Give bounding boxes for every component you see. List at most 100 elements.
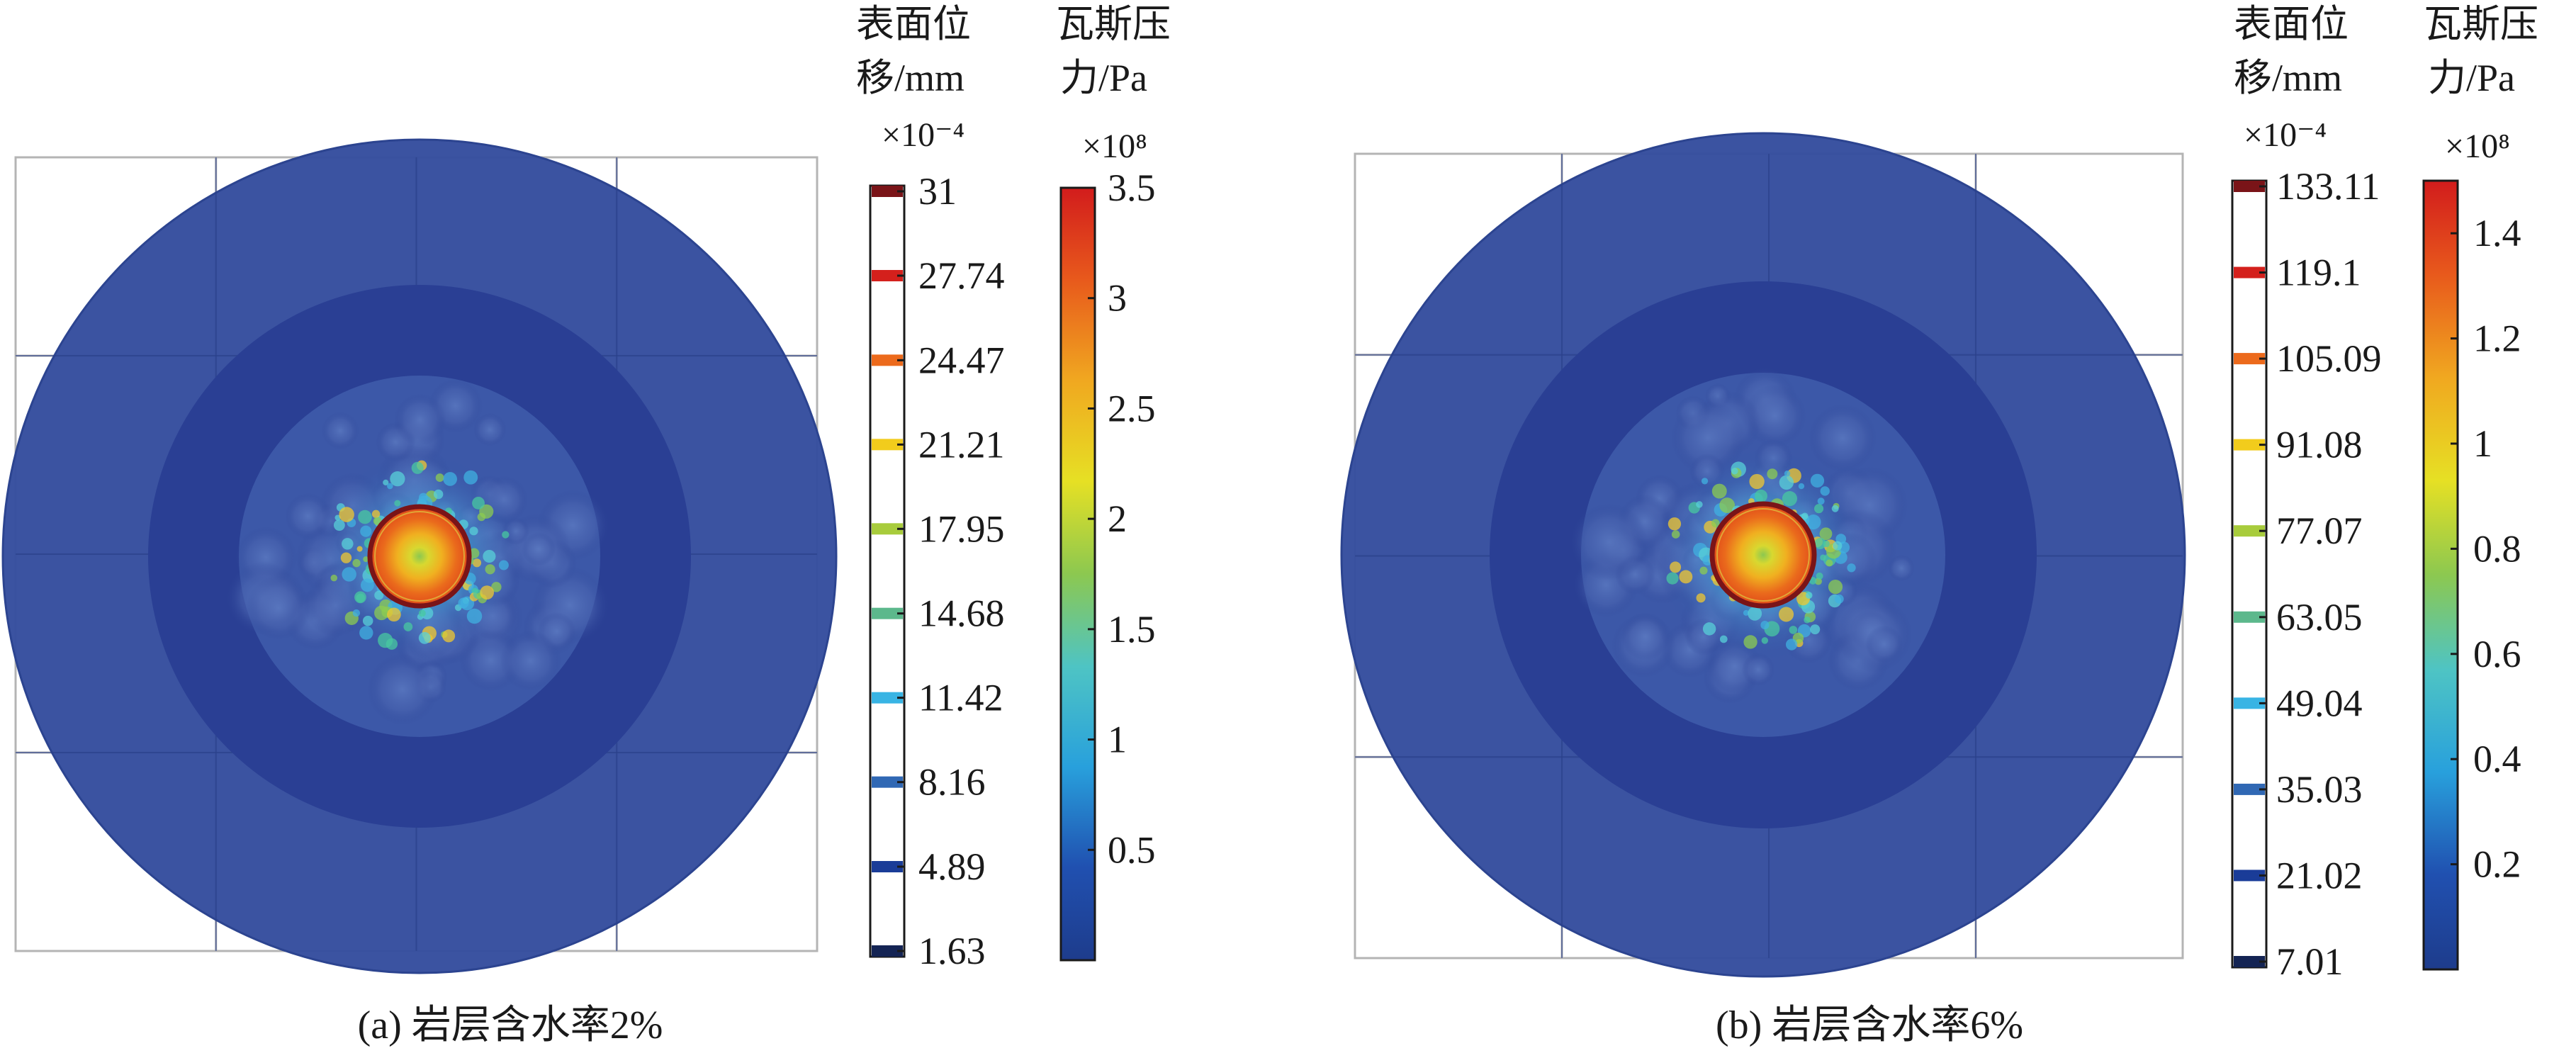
pressure-speckle	[339, 507, 354, 522]
displacement-legend-label: 31	[918, 170, 957, 213]
pressure-speckle	[1801, 512, 1809, 520]
pressure-speckle	[480, 585, 495, 600]
pressure-speckle	[1699, 566, 1708, 575]
displacement-contour-swatch	[2234, 266, 2265, 278]
pressure-speckle	[472, 558, 482, 568]
displacement-contour-swatch	[2234, 956, 2265, 967]
pressure-speckle	[1702, 622, 1716, 636]
displacement-legend-label: 24.47	[918, 339, 1005, 381]
pressure-colorbar-title: 瓦斯压	[2424, 3, 2538, 45]
pressure-colorbar-label: 3.5	[1108, 167, 1156, 209]
displacement-legend-box	[2231, 179, 2268, 969]
pressure-speckle	[387, 607, 401, 622]
pressure-speckle	[1810, 473, 1825, 488]
pressure-speckle	[1743, 609, 1749, 616]
pressure-speckle	[342, 538, 354, 550]
pressure-speckle	[1828, 580, 1843, 595]
pressure-colorbar-label: 1.2	[2473, 317, 2521, 360]
pressure-speckle	[1711, 483, 1727, 499]
pressure-speckle	[1785, 638, 1798, 651]
pressure-speckle	[378, 633, 393, 648]
pressure-speckle	[1760, 621, 1770, 630]
pressure-texture-patch	[321, 412, 359, 450]
pressure-speckle	[360, 525, 372, 537]
pressure-speckle	[458, 597, 469, 609]
pressure-speckle	[352, 609, 361, 617]
pressure-speckle	[1817, 497, 1825, 505]
displacement-contour-swatch	[872, 523, 903, 535]
displacement-legend-label: 1.63	[918, 930, 986, 972]
pressure-speckle	[483, 549, 496, 563]
displacement-legend-label: 17.95	[918, 507, 1005, 550]
pressure-speckle	[360, 578, 374, 592]
displacement-contour-swatch	[872, 607, 903, 619]
pressure-speckle	[1667, 517, 1682, 531]
pressure-speckle	[1778, 607, 1794, 622]
pressure-speckle	[502, 531, 510, 539]
pressure-colorbar-label: 1	[2473, 422, 2492, 465]
pressure-speckle	[498, 560, 509, 570]
pressure-speckle	[1847, 563, 1856, 573]
displacement-contour-swatch	[2234, 870, 2265, 882]
pressure-speckle	[333, 519, 345, 531]
pressure-speckle	[435, 473, 444, 482]
pressure-speckle	[352, 558, 361, 568]
pressure-speckle	[362, 615, 373, 626]
pressure-speckle	[1743, 635, 1757, 649]
displacement-contour-swatch	[872, 776, 903, 788]
displacement-contour-swatch	[2234, 697, 2265, 709]
pressure-texture-patch	[500, 630, 561, 692]
displacement-legend-exponent: ×10⁻⁴	[2244, 116, 2327, 154]
displacement-legend-box	[869, 184, 906, 958]
pressure-speckle	[463, 470, 478, 485]
displacement-legend-label: 105.09	[2276, 337, 2382, 380]
pressure-speckle	[485, 564, 495, 575]
displacement-legend-exponent: ×10⁻⁴	[882, 116, 964, 154]
pressure-colorbar-label: 3	[1108, 277, 1127, 320]
displacement-contour-swatch	[872, 861, 903, 873]
pressure-speckle	[1820, 554, 1826, 561]
pressure-colorbar-unit: 力/Pa	[2428, 57, 2515, 99]
pressure-speckle	[1804, 617, 1811, 624]
pressure-speckle	[1834, 594, 1844, 604]
pressure-speckle	[354, 591, 366, 604]
pressure-texture-patch	[1621, 612, 1670, 661]
pressure-texture-patch	[366, 653, 439, 726]
pressure-speckle	[390, 471, 405, 487]
pressure-speckle	[403, 622, 413, 631]
pressure-colorbar-label: 1	[1108, 719, 1127, 761]
pressure-speckle	[1711, 519, 1720, 528]
pressure-speckle	[1666, 572, 1679, 585]
pressure-speckle	[383, 479, 389, 485]
pressure-speckle	[411, 461, 424, 474]
pressure-texture-patch	[246, 575, 311, 641]
pressure-speckle	[1719, 497, 1736, 513]
pressure-colorbar-label: 2.5	[1108, 387, 1156, 429]
displacement-contour-swatch	[872, 269, 903, 281]
pressure-texture-patch	[1570, 502, 1648, 581]
pressure-colorbar-label: 0.5	[1108, 828, 1156, 871]
pressure-speckle	[1701, 478, 1709, 485]
displacement-legend-title: 表面位	[2234, 3, 2349, 45]
displacement-contour-swatch	[872, 354, 903, 366]
pressure-colorbar-label: 2	[1108, 497, 1127, 540]
displacement-contour-swatch	[2234, 181, 2265, 192]
pressure-speckle	[418, 609, 426, 617]
pressure-speckle	[477, 512, 486, 522]
displacement-contour-swatch	[872, 945, 903, 957]
displacement-legend-label: 21.21	[918, 423, 1005, 466]
pressure-speckle	[1798, 483, 1805, 490]
borehole-inner-edge	[1716, 508, 1810, 602]
pressure-speckle	[1782, 491, 1798, 507]
pressure-speckle	[1809, 577, 1817, 585]
pressure-speckle	[1833, 541, 1843, 551]
pressure-speckle	[342, 567, 356, 582]
pressure-speckle	[472, 496, 485, 510]
displacement-legend-unit: 移/mm	[856, 57, 964, 99]
pressure-speckle	[1696, 593, 1706, 603]
pressure-speckle	[1719, 635, 1728, 643]
panel-a: 表面位移/mm×10⁻⁴3127.7424.4721.2117.9514.681…	[1, 3, 1171, 1047]
pressure-speckle	[418, 631, 431, 644]
pressure-speckle	[1779, 475, 1794, 490]
